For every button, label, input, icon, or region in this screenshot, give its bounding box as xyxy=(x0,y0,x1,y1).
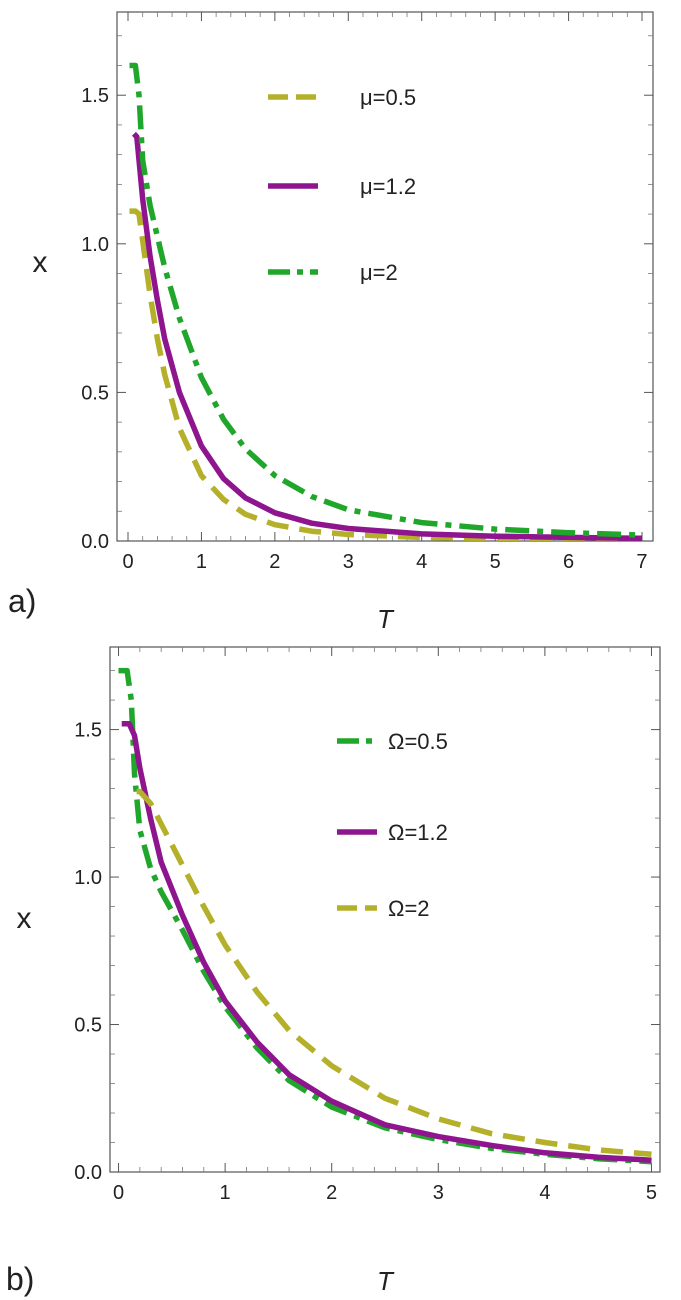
x-axis-title: T xyxy=(377,1266,395,1296)
x-tick-label: 4 xyxy=(539,1182,550,1204)
plot-frame xyxy=(109,646,661,1173)
x-tick-label: 3 xyxy=(343,551,354,573)
x-tick-label: 6 xyxy=(563,551,574,573)
series-line-2 xyxy=(121,720,652,1163)
legend-label: μ=2 xyxy=(360,260,398,285)
legend-label: Ω=2 xyxy=(388,896,430,921)
x-tick-label: 0 xyxy=(113,1182,124,1204)
series-line-3 xyxy=(136,788,652,1158)
series-line-1 xyxy=(129,208,643,541)
y-axis-title: x xyxy=(17,902,32,935)
legend-label: μ=0.5 xyxy=(360,85,416,110)
y-tick-label: 1.0 xyxy=(81,234,109,256)
panel-label: b) xyxy=(6,1261,34,1297)
x-axis-title: T xyxy=(377,604,395,634)
x-tick-label: 3 xyxy=(433,1182,444,1204)
plot-frame xyxy=(116,11,654,542)
y-tick-label: 1.5 xyxy=(74,720,102,742)
series-line-1 xyxy=(118,667,652,1165)
chart-panel-b: 0 1 2 3 4 5 0.0 0.5 1.0 1.5 Ω=0.5 Ω=1.2 Ω=2 Tx b) xyxy=(6,646,661,1297)
legend-label: Ω=0.5 xyxy=(388,729,448,754)
y-tick-label: 0.0 xyxy=(74,1162,102,1184)
y-tick-label: 1.0 xyxy=(74,867,102,889)
series-line-3 xyxy=(129,62,643,538)
series-line-2 xyxy=(131,131,643,541)
chart-panel-a: 0 1 2 3 4 5 6 7 0.0 0.5 1.0 1.5 μ=0.5 μ=1.2 μ=2 Tx a) xyxy=(8,11,654,634)
y-axis-title: x xyxy=(33,246,48,279)
x-tick-label: 4 xyxy=(416,551,427,573)
x-tick-label: 2 xyxy=(326,1182,337,1204)
y-tick-label: 0.0 xyxy=(81,531,109,553)
panel-label: a) xyxy=(8,583,36,619)
x-tick-label: 0 xyxy=(122,551,133,573)
x-tick-label: 2 xyxy=(269,551,280,573)
legend-label: Ω=1.2 xyxy=(388,820,448,845)
y-tick-label: 0.5 xyxy=(74,1015,102,1037)
x-tick-label: 1 xyxy=(220,1182,231,1204)
x-tick-label: 5 xyxy=(490,551,501,573)
y-tick-label: 1.5 xyxy=(81,85,109,107)
legend-label: μ=1.2 xyxy=(360,174,416,199)
y-tick-label: 0.5 xyxy=(81,382,109,404)
x-tick-label: 5 xyxy=(646,1182,657,1204)
x-tick-label: 7 xyxy=(636,551,647,573)
x-tick-label: 1 xyxy=(196,551,207,573)
